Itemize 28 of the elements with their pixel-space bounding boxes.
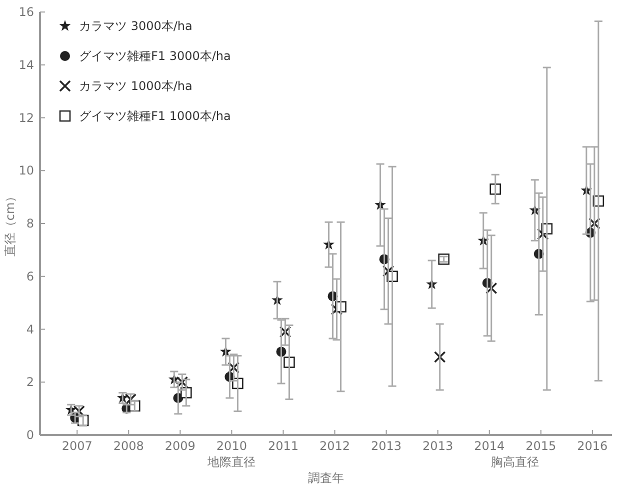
x-tick-label: 2014 bbox=[474, 439, 505, 453]
x-tick-label: 2016 bbox=[577, 439, 608, 453]
text: 地際直径 bbox=[206, 455, 256, 469]
legend-label: グイマツ雑種F1 1000本/ha bbox=[79, 109, 231, 123]
x-tick-label: 2010 bbox=[216, 439, 247, 453]
x-tick-label: 2008 bbox=[113, 439, 144, 453]
x-tick-label: 2013 bbox=[371, 439, 402, 453]
y-tick-label: 8 bbox=[26, 216, 34, 230]
y-tick-label: 16 bbox=[18, 5, 34, 19]
y-tick-label: 14 bbox=[18, 58, 34, 72]
y-tick-label: 12 bbox=[18, 110, 34, 125]
text: 胸高直径 bbox=[491, 455, 540, 469]
x-axis-title: 調査年 bbox=[308, 471, 344, 485]
y-tick-label: 4 bbox=[26, 322, 34, 336]
x-tick-label: 2013 bbox=[422, 439, 454, 453]
y-tick-label: 6 bbox=[26, 269, 34, 284]
y-tick-label: 0 bbox=[26, 428, 34, 442]
legend-label: カラマツ 1000本/ha bbox=[79, 79, 192, 93]
y-tick-label: 10 bbox=[18, 164, 34, 178]
legend-label: グイマツ雑種F1 3000本/ha bbox=[79, 49, 231, 63]
x-tick-label: 2012 bbox=[319, 439, 350, 453]
x-tick-label: 2009 bbox=[164, 439, 196, 453]
y-axis-title: 直径（cm） bbox=[3, 190, 17, 257]
x-tick-label: 2015 bbox=[526, 439, 556, 453]
legend-label: カラマツ 3000本/ha bbox=[79, 19, 192, 33]
x-tick-label: 2011 bbox=[268, 439, 298, 453]
y-tick-label: 2 bbox=[26, 375, 34, 390]
x-tick-label: 2007 bbox=[62, 439, 92, 453]
